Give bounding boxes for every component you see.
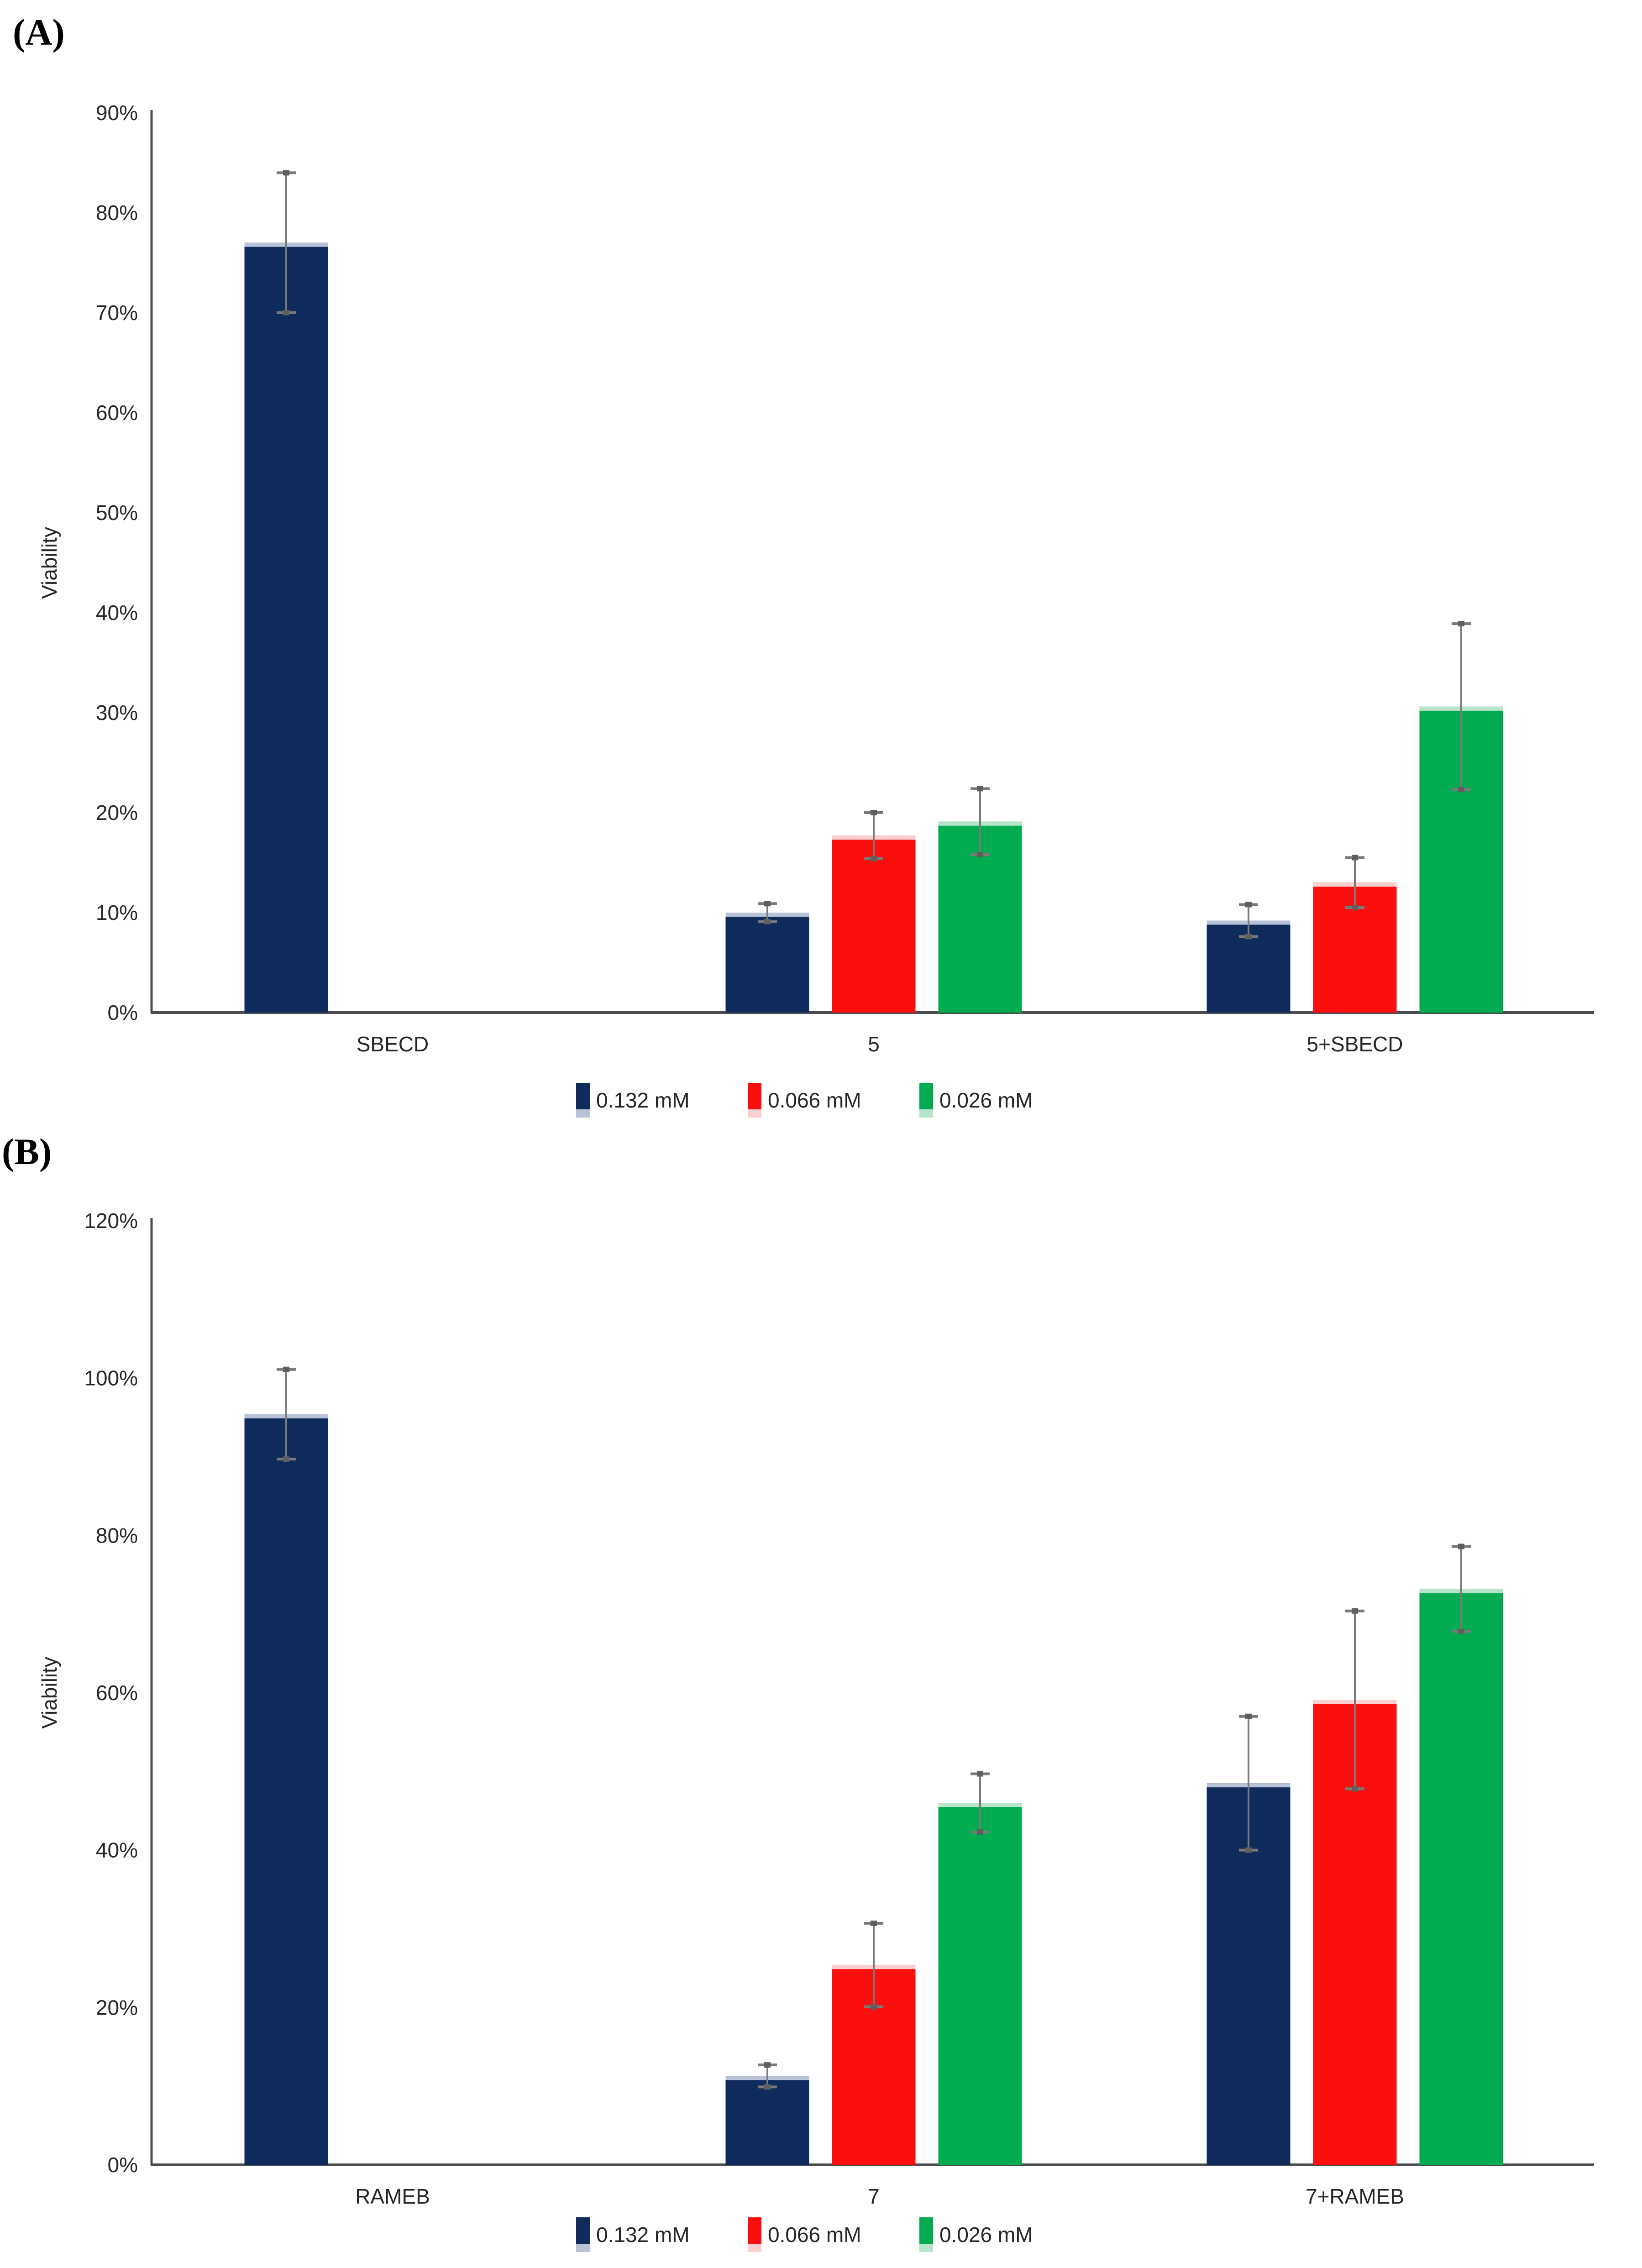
y-tick-label: 10% [96,901,138,924]
legend-swatch-edge [748,2244,761,2252]
error-bar-cap-dot [283,170,289,176]
error-bar-cap-dot [1458,621,1464,627]
error-bar-cap-dot [871,856,877,861]
error-bar-cap-dot [1458,787,1464,793]
error-bar-cap-dot [283,1366,289,1372]
y-tick-label: 70% [96,301,138,325]
error-bar-cap-dot [764,901,771,907]
bar [832,835,916,1013]
error-bar-cap-dot [283,310,289,315]
bar [244,242,328,1013]
legend-label: 0.026 mM [939,2223,1033,2247]
y-tick-label: 100% [84,1366,138,1390]
category-label: 7+RAMEB [1306,2184,1404,2208]
category-label: 5+SBECD [1307,1032,1403,1056]
panel-label-b: (B) [2,1131,52,1172]
bar [725,2076,809,2165]
y-axis-title: Viability [37,1657,61,1729]
error-bar-cap-dot [1458,1544,1464,1549]
error-bar-cap-dot [977,786,983,792]
legend-swatch-edge [576,2244,590,2252]
legend-label: 0.132 mM [596,2223,690,2247]
y-tick-label: 50% [96,501,138,525]
y-tick-label: 20% [96,1995,138,2019]
error-bar-cap-dot [1352,1786,1358,1792]
legend-label: 0.132 mM [596,1088,690,1112]
y-tick-label: 80% [96,201,138,225]
error-bar-cap-dot [977,1829,983,1835]
error-bar-cap-dot [764,2062,771,2068]
legend-label: 0.066 mM [768,2223,861,2247]
error-bar-cap-dot [871,810,877,815]
y-tick-label: 120% [84,1209,138,1233]
y-tick-label: 80% [96,1523,138,1547]
legend-label: 0.066 mM [768,1088,861,1112]
category-label: RAMEB [355,2184,430,2208]
y-tick-label: 30% [96,701,138,724]
y-tick-label: 20% [96,801,138,824]
bar [938,1803,1022,2165]
error-bar-cap-dot [1352,905,1358,911]
category-label: 5 [868,1032,880,1056]
error-bar-cap-dot [1352,1608,1358,1614]
y-tick-label: 0% [108,2153,138,2177]
error-bar-cap-dot [1352,855,1358,861]
error-bar-cap-dot [871,1920,877,1926]
legend-swatch-edge [919,1109,933,1118]
error-bar-cap-dot [1245,902,1252,908]
error-bar-cap-dot [283,1456,289,1462]
category-label: SBECD [357,1032,429,1056]
error-bar-cap-dot [1245,1847,1252,1853]
error-bar-cap-dot [1245,1713,1252,1719]
error-bar-cap-dot [1245,934,1252,940]
bar [1419,1589,1503,2165]
error-bar-cap-dot [1458,1628,1464,1634]
legend-label: 0.026 mM [939,1088,1033,1112]
error-bar-cap-dot [977,851,983,857]
y-tick-label: 60% [96,1681,138,1705]
y-tick-label: 40% [96,601,138,625]
error-bar-cap-dot [764,919,771,924]
error-bar-cap-dot [871,2004,877,2010]
panel-label-a: (A) [13,11,65,53]
y-tick-label: 40% [96,1838,138,1862]
error-bar-cap-dot [764,2084,771,2090]
bar [244,1414,328,2165]
bar [725,913,809,1013]
legend-swatch-edge [576,1109,590,1118]
error-bar-cap-dot [977,1771,983,1777]
y-tick-label: 60% [96,401,138,425]
category-label: 7 [868,2184,880,2208]
y-axis-title: Viability [37,527,61,599]
y-tick-label: 90% [96,101,138,125]
y-tick-label: 0% [108,1001,138,1024]
legend-swatch-edge [919,2244,933,2252]
legend-swatch-edge [748,1109,761,1118]
